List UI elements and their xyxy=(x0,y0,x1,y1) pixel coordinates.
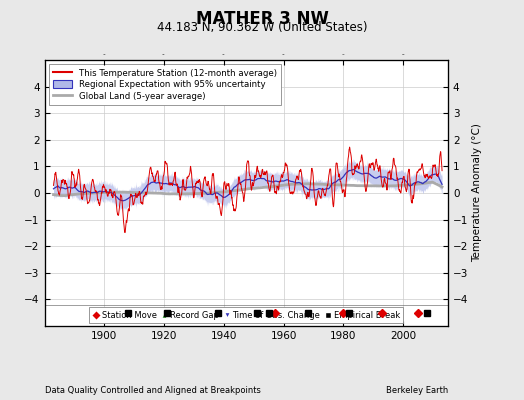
Text: 44.183 N, 90.362 W (United States): 44.183 N, 90.362 W (United States) xyxy=(157,21,367,34)
Legend: Station Move, Record Gap, Time of Obs. Change, Empirical Break: Station Move, Record Gap, Time of Obs. C… xyxy=(90,308,403,323)
Text: Data Quality Controlled and Aligned at Breakpoints: Data Quality Controlled and Aligned at B… xyxy=(45,386,260,395)
Y-axis label: Temperature Anomaly (°C): Temperature Anomaly (°C) xyxy=(473,124,483,262)
Text: Berkeley Earth: Berkeley Earth xyxy=(386,386,448,395)
Text: MATHER 3 NW: MATHER 3 NW xyxy=(195,10,329,28)
